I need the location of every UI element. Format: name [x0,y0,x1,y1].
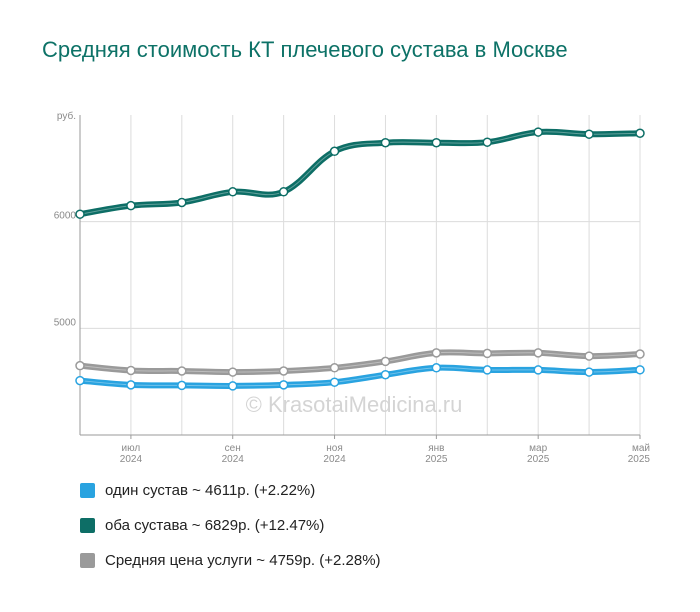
series-0-point [380,369,391,380]
x-tick-label: ноя [326,443,343,454]
chart-title: Средняя стоимость КТ плечевого сустава в… [42,37,568,62]
x-tick-label: сен [225,443,241,454]
x-tick-label-year: 2024 [323,454,346,465]
tick-labels: руб.60005000июл2024сен2024ноя2024янв2025… [54,110,651,465]
series-2-point [431,348,442,358]
x-tick-label: июл [122,443,141,454]
series-2-point [482,348,493,359]
series-1-point [431,137,442,148]
series-0-point [584,367,594,377]
watermark: © KrasotaiMedicina.ru [246,392,463,417]
series-1-point [482,137,493,147]
x-tick-label-year: 2025 [527,454,550,465]
series-2-point [75,360,85,371]
series-0-point [227,381,238,391]
series-2-point [177,366,187,376]
x-tick-label: мар [529,443,547,454]
series-1-point [227,187,238,197]
axes [79,115,641,439]
y-tick-label: 6000 [54,211,77,222]
series-1-point [278,187,289,197]
series-2-point [278,366,289,376]
y-unit-label: руб. [57,110,76,122]
legend-item-both-joints[interactable]: оба сустава ~ 6829р. (+12.47%) [80,515,500,535]
series-2-point [126,365,136,376]
series-1-point [635,128,645,138]
legend-swatch [80,553,95,568]
series-2-point [227,367,238,377]
series-1-point [126,200,136,211]
legend-swatch [80,518,95,533]
legend-item-average-price[interactable]: Средняя цена услуги ~ 4759р. (+2.28%) [80,550,500,570]
series-0-point [278,380,289,390]
series-0-point [329,377,340,387]
series-2-point [533,348,543,358]
x-tick-label-year: 2025 [628,454,651,465]
series-0-point [75,375,85,386]
series-1-point [380,137,391,148]
series-1-point [75,209,85,219]
series-0-point [482,365,493,375]
x-tick-label: май [632,443,650,454]
series-0-point [533,365,543,375]
legend-label: оба сустава ~ 6829р. (+12.47%) [105,517,325,534]
series-1-point [329,146,340,157]
series-2-point [635,349,645,359]
series-0-point [177,380,187,391]
series-1-point [584,129,594,139]
series-0-point [635,365,645,375]
legend-label: один сустав ~ 4611р. (+2.22%) [105,482,316,499]
series-1-point [177,197,187,208]
legend-swatch [80,483,95,498]
series-1-point [533,127,543,137]
series-2-point [380,356,391,367]
series-2-point [584,351,594,361]
x-tick-label: янв [428,443,444,454]
y-tick-label: 5000 [54,317,77,328]
x-tick-label-year: 2024 [222,454,245,465]
x-tick-label-year: 2024 [120,454,143,465]
x-tick-label-year: 2025 [425,454,448,465]
series-group [75,127,645,391]
legend-label: Средняя цена услуги ~ 4759р. (+2.28%) [105,552,381,569]
series-0-point [126,380,136,390]
grid [79,115,641,435]
legend-item-one-joint[interactable]: один сустав ~ 4611р. (+2.22%) [80,480,500,500]
series-2-point [329,363,340,373]
series-0-point [431,363,442,373]
